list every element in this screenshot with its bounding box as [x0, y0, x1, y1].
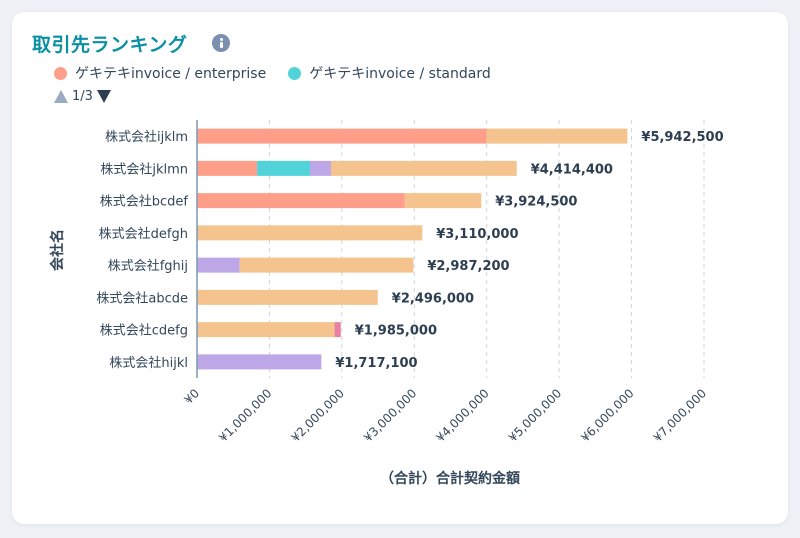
x-tick-label: ¥4,000,000: [433, 386, 491, 444]
bar-segment[interactable]: [197, 354, 322, 370]
x-tick-label: ¥7,000,000: [651, 386, 709, 444]
bar-segment[interactable]: [330, 160, 517, 176]
value-label: ¥3,924,500: [495, 195, 577, 210]
bar-segment[interactable]: [257, 160, 310, 176]
pager-text: 1/3: [72, 89, 93, 104]
bars: [197, 128, 628, 370]
value-label: ¥4,414,400: [531, 162, 613, 177]
y-axis-labels: 株式会社ijklm 株式会社jklmn 株式会社bcdef 株式会社defgh 株式会社…: [96, 129, 188, 371]
y-tick-label: 株式会社abcde: [96, 290, 188, 306]
value-label: ¥3,110,000: [436, 227, 518, 242]
bar-segment[interactable]: [197, 225, 423, 241]
legend-pager: 1/3: [54, 89, 111, 104]
value-label: ¥5,942,500: [641, 130, 723, 145]
bar-segment[interactable]: [197, 289, 378, 305]
bar-segment[interactable]: [197, 128, 487, 144]
bar-segment[interactable]: [309, 160, 331, 176]
y-tick-label: 株式会社ijklm: [105, 129, 188, 145]
legend: ゲキテキinvoice / enterprise ゲキテキinvoice / s…: [54, 63, 513, 83]
x-axis-title: （合計）合計契約金額: [380, 470, 520, 487]
y-tick-label: 株式会社jklmn: [100, 161, 188, 177]
y-tick-label: 株式会社defgh: [99, 226, 188, 242]
bar-segment[interactable]: [486, 128, 628, 144]
bar-segment[interactable]: [197, 257, 240, 273]
x-tick-label: ¥6,000,000: [578, 386, 636, 444]
legend-item-enterprise[interactable]: ゲキテキinvoice / enterprise: [54, 63, 266, 83]
legend-dot-standard: [288, 66, 302, 80]
x-tick-label: ¥2,000,000: [288, 386, 346, 444]
bar-segment[interactable]: [197, 193, 405, 209]
chart-title: 取引先ランキング: [32, 34, 188, 56]
x-tick-label: ¥0: [181, 386, 202, 407]
y-tick-label: 株式会社cdefg: [100, 323, 188, 339]
y-tick-label: 株式会社hijkl: [109, 355, 188, 371]
legend-label-standard: ゲキテキinvoice / standard: [309, 66, 491, 82]
x-tick-label: ¥3,000,000: [361, 386, 419, 444]
info-icon[interactable]: [212, 34, 230, 52]
y-tick-label: 株式会社fghij: [108, 258, 188, 274]
value-label: ¥1,985,000: [355, 324, 437, 339]
legend-label-enterprise: ゲキテキinvoice / enterprise: [75, 66, 267, 82]
bar-segment[interactable]: [197, 322, 335, 338]
bar-segment[interactable]: [239, 257, 414, 273]
value-label: ¥2,496,000: [392, 291, 474, 306]
legend-item-standard[interactable]: ゲキテキinvoice / standard: [288, 63, 491, 83]
legend-dot-enterprise: [54, 66, 67, 80]
bar-segment[interactable]: [404, 193, 482, 209]
value-label: ¥1,717,100: [335, 356, 417, 371]
value-label: ¥2,987,200: [427, 259, 509, 274]
gridlines: [268, 120, 705, 378]
y-axis-title: 会社名: [49, 229, 66, 271]
x-axis-labels: ¥0 ¥1,000,000 ¥2,000,000 ¥3,000,000 ¥4,000,0…: [181, 386, 709, 444]
bar-segment[interactable]: [197, 160, 258, 176]
triangle-down-icon[interactable]: [96, 90, 111, 103]
bar-segment[interactable]: [334, 322, 341, 338]
triangle-up-icon[interactable]: [54, 90, 68, 103]
y-tick-label: 株式会社bcdef: [100, 194, 189, 210]
value-labels: ¥5,942,500 ¥4,414,400 ¥3,924,500 ¥3,110,000…: [335, 130, 723, 371]
x-tick-label: ¥5,000,000: [506, 386, 564, 444]
x-tick-label: ¥1,000,000: [216, 386, 274, 444]
